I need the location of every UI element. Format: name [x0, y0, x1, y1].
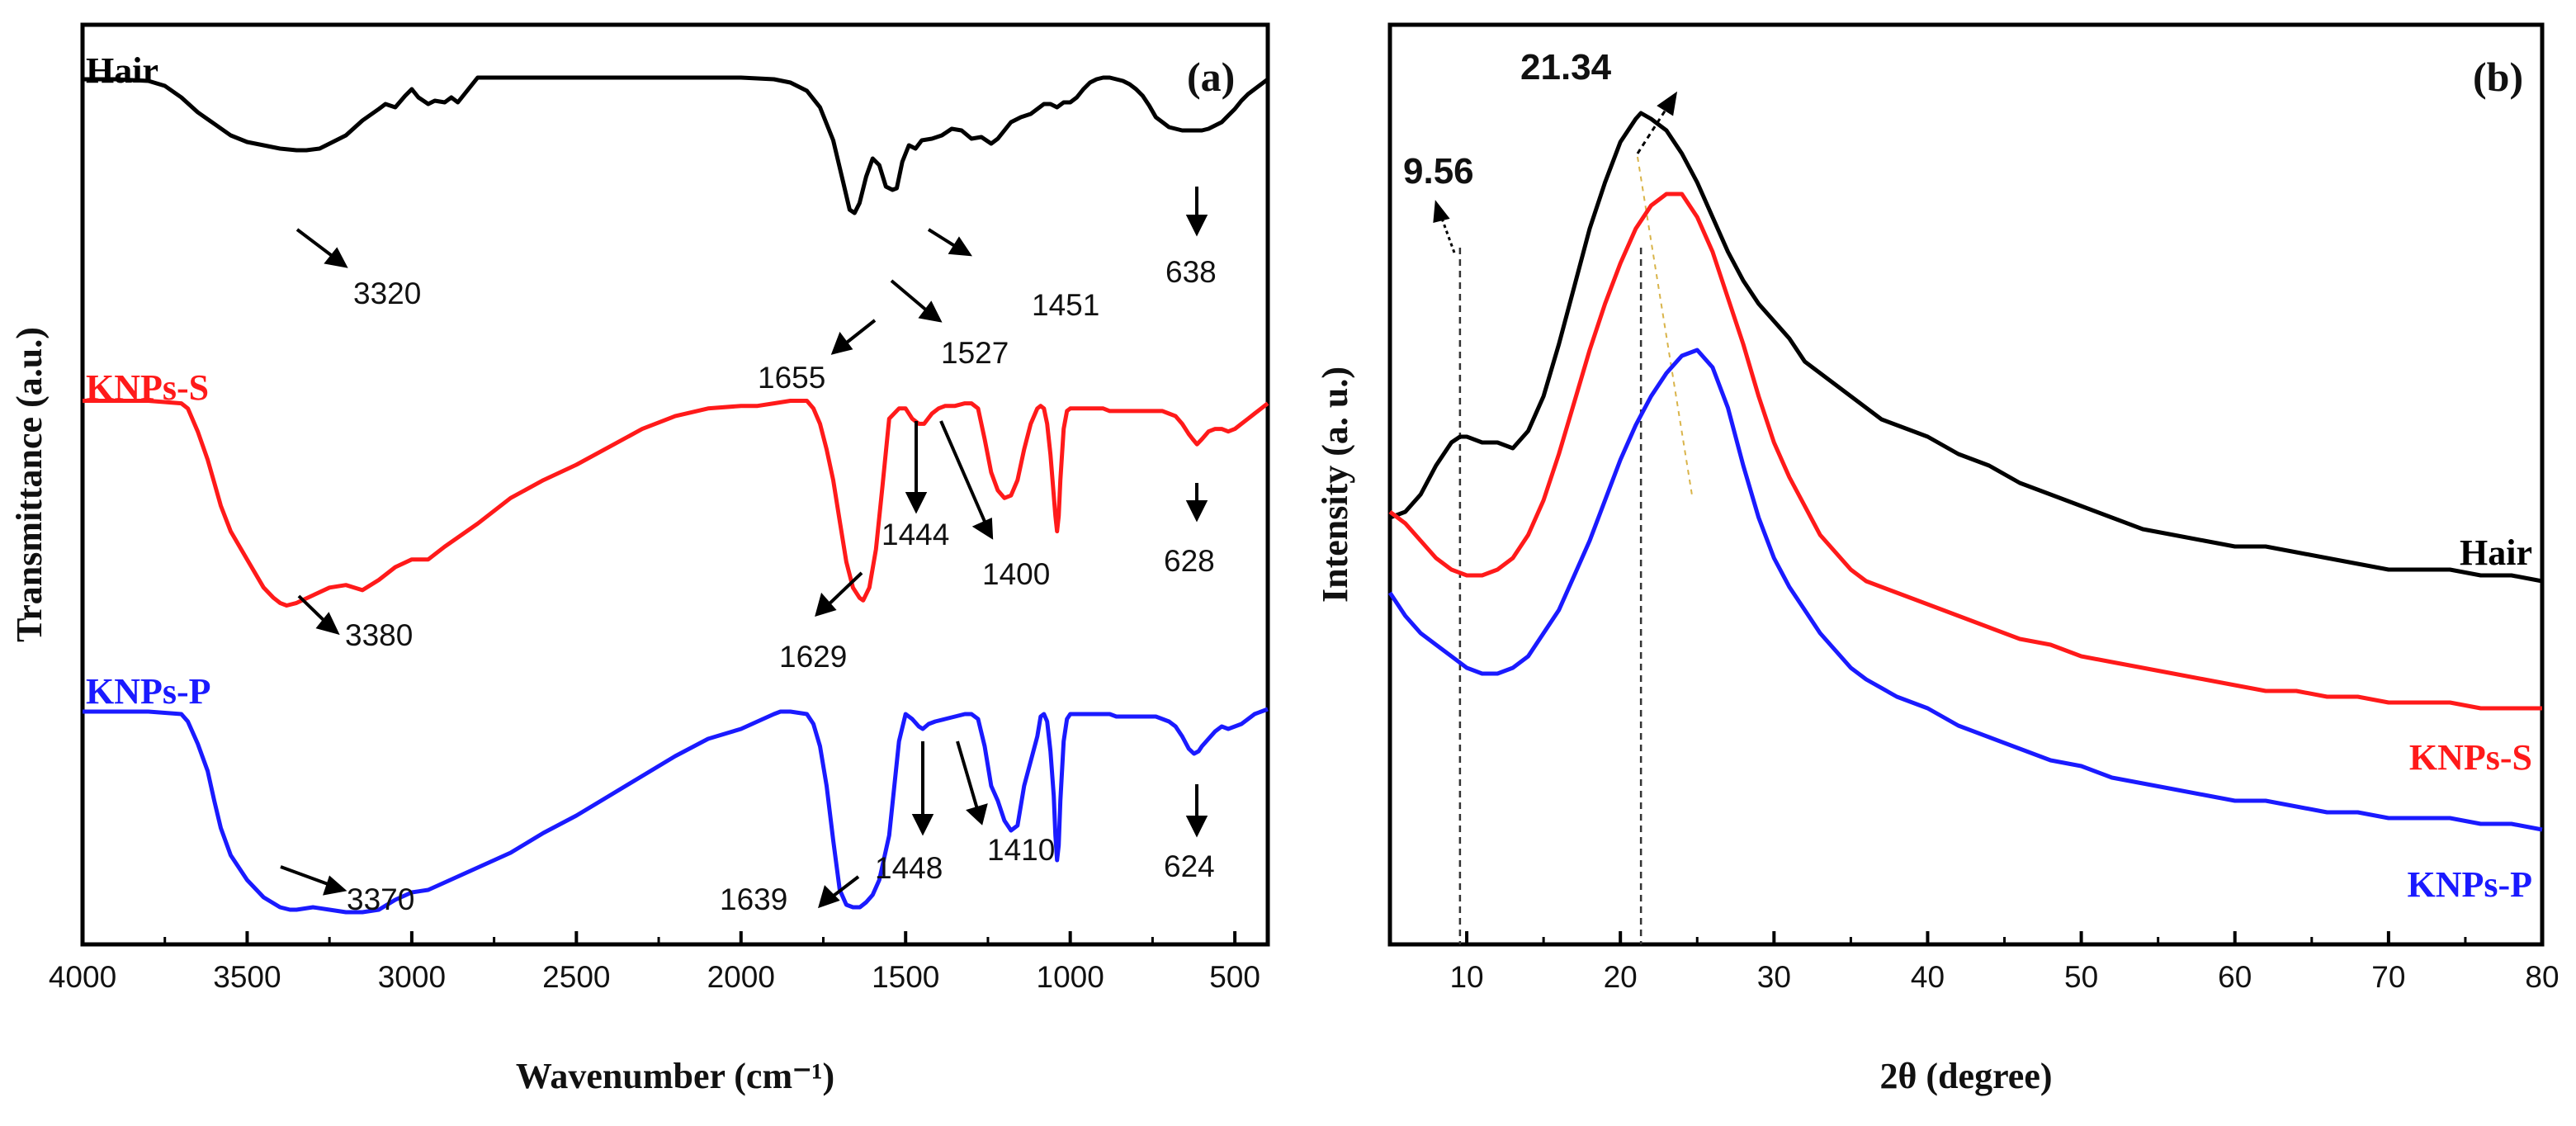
series-label-knps-p-a: KNPs-P: [86, 671, 211, 712]
peak-label-knps-s-3380: 3380: [345, 618, 413, 652]
panel-a-x-axis-title: Wavenumber (cm⁻¹): [516, 1056, 834, 1096]
panel-b-tick-label-80: 80: [2525, 960, 2559, 994]
panel-b-tick-label-20: 20: [1604, 960, 1638, 994]
peak-label-knps-p-3370: 3370: [347, 882, 414, 916]
panel-b-x-axis-title: 2θ (degree): [1879, 1056, 2052, 1096]
panel-b-annotation-arrows: [1433, 91, 1678, 253]
panel-a-tag: (a): [1187, 54, 1235, 100]
peak-label-knps-p-624: 624: [1164, 849, 1215, 883]
ftir-series-knps-p: [83, 707, 1269, 915]
panel-a-y-axis-title: Transmittance (a.u.): [9, 327, 50, 642]
panel-a: 4000 3500 3000 2500 2000 1500 1000 500 3320: [9, 22, 1270, 1096]
panel-a-frame: [80, 22, 1270, 947]
panel-a-peak-arrows: [280, 187, 1208, 909]
panel-b-reference-lines: [1458, 248, 1642, 944]
series-label-knps-s-a: KNPs-S: [86, 367, 209, 408]
panel-b-tick-label-30: 30: [1757, 960, 1791, 994]
ftir-series-hair: [83, 75, 1269, 215]
panel-a-tick-label-1000: 1000: [1037, 960, 1104, 994]
panel-b-x-ticks: 10 20 30 40 50 60 70 80: [1449, 931, 2559, 994]
peak-label-hair-638: 638: [1165, 255, 1217, 289]
peak-label-hair-1527: 1527: [941, 336, 1009, 370]
series-label-knps-p-b: KNPs-P: [2407, 864, 2532, 905]
panel-b-y-axis-title: Intensity (a. u.): [1315, 367, 1355, 603]
panel-b: 10 20 30 40 50 60 70 80 21.34 9.56 Hair KNPs-S …: [1315, 22, 2559, 1096]
panel-b-tick-label-60: 60: [2218, 960, 2252, 994]
xrd-series-knps-p: [1387, 348, 2543, 832]
panel-a-tick-label-2000: 2000: [707, 960, 775, 994]
panel-a-tick-label-4000: 4000: [49, 960, 116, 994]
peak-label-knps-s-1444: 1444: [882, 518, 949, 551]
panel-b-frame: [1387, 22, 2545, 947]
peak-label-knps-s-1400: 1400: [982, 557, 1050, 591]
panel-a-tick-label-1500: 1500: [872, 960, 939, 994]
annotation-9-56: 9.56: [1403, 151, 1474, 192]
xrd-series-knps-s: [1388, 192, 2542, 711]
panel-a-tick-label-2500: 2500: [542, 960, 610, 994]
peak-label-knps-s-628: 628: [1164, 544, 1215, 578]
panel-b-tag: (b): [2473, 54, 2523, 100]
peak-label-knps-p-1448: 1448: [875, 851, 943, 885]
ftir-series-knps-s: [83, 399, 1269, 608]
peak-label-knps-p-1410: 1410: [987, 833, 1055, 867]
panel-a-x-ticks: 4000 3500 3000 2500 2000 1500 1000 500: [49, 931, 1260, 994]
peak-label-hair-1451: 1451: [1032, 288, 1099, 322]
panel-a-peak-labels: 3320 1655 1527 1451 638 3380 1629 1444 1…: [345, 255, 1217, 916]
panel-a-tick-label-500: 500: [1209, 960, 1260, 994]
series-label-knps-s-b: KNPs-S: [2409, 737, 2532, 778]
peak-label-knps-s-1629: 1629: [779, 640, 847, 674]
panel-a-series: [83, 75, 1269, 915]
peak-shift-guide-line: [1637, 156, 1693, 496]
panel-b-tick-label-40: 40: [1911, 960, 1945, 994]
panel-a-tick-label-3000: 3000: [378, 960, 446, 994]
panel-b-tick-label-70: 70: [2371, 960, 2405, 994]
peak-label-knps-p-1639: 1639: [720, 882, 787, 916]
series-label-hair-b: Hair: [2460, 532, 2532, 573]
panel-b-tick-label-10: 10: [1449, 960, 1483, 994]
peak-label-hair-3320: 3320: [353, 277, 421, 310]
xrd-series-hair: [1389, 111, 2543, 584]
panel-b-tick-label-50: 50: [2064, 960, 2098, 994]
panel-a-tick-label-3500: 3500: [213, 960, 281, 994]
annotation-21-34: 21.34: [1520, 47, 1612, 88]
panel-b-series: [1387, 111, 2543, 832]
series-label-hair-a: Hair: [86, 50, 158, 91]
peak-label-hair-1655: 1655: [758, 361, 825, 395]
